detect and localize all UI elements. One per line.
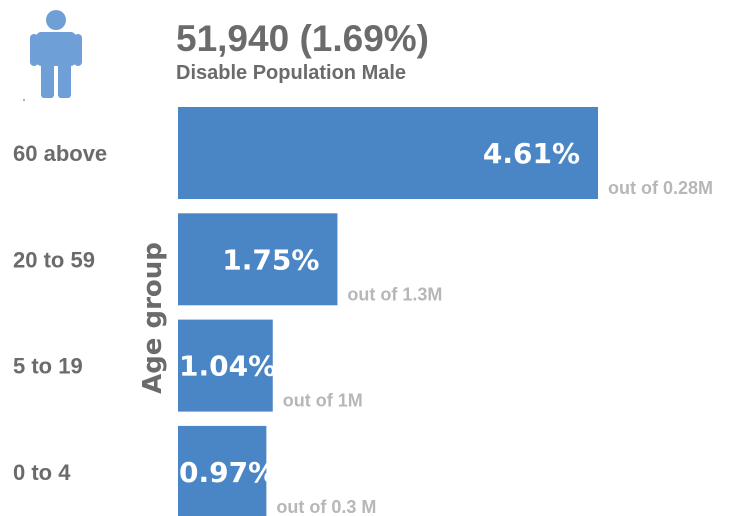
bar-note: out of 0.3 M <box>276 497 376 516</box>
bar <box>178 319 273 412</box>
bar-value-label: 4.61% <box>483 137 580 170</box>
chart-title: Disable Population Male <box>176 62 407 84</box>
y-axis-title: Age group <box>138 242 168 394</box>
person-icon <box>30 10 82 98</box>
category-label: 20 to 59 <box>13 247 95 272</box>
category-label: 5 to 19 <box>13 354 83 379</box>
bar-note: out of 1.3M <box>347 284 442 304</box>
bar <box>178 425 267 516</box>
headline-value: 51,940 (1.69%) <box>176 18 430 59</box>
bar-value-label: 0.97% <box>179 456 276 489</box>
bar-note: out of 1M <box>283 391 363 411</box>
bar-value-label: 1.04% <box>179 350 276 383</box>
bar-value-label: 1.75% <box>222 243 319 276</box>
bar <box>178 213 338 306</box>
decorative-dot <box>23 99 25 101</box>
category-label: 60 above <box>13 141 107 166</box>
category-label: 0 to 4 <box>13 460 71 485</box>
bar-note: out of 0.28M <box>608 178 713 198</box>
bar <box>178 107 598 199</box>
